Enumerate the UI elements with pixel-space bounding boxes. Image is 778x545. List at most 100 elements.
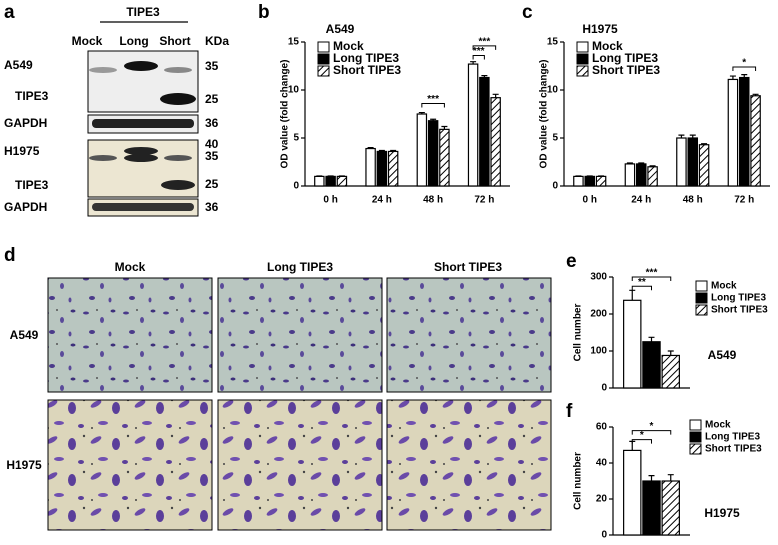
bar	[623, 449, 642, 536]
micrograph	[217, 277, 383, 393]
error-bar	[626, 162, 633, 164]
x-tick-label: 72 h	[474, 195, 494, 206]
y-tick-label: 0	[293, 181, 299, 192]
error-bar	[481, 75, 488, 78]
significance-bracket	[631, 285, 652, 291]
bar	[647, 166, 658, 187]
unit-label: KDa	[205, 34, 229, 48]
significance-bracket	[472, 45, 497, 50]
legend-swatch	[695, 280, 708, 292]
column-label: Short TIPE3	[434, 260, 502, 274]
error-bar	[638, 162, 645, 164]
bar	[738, 76, 750, 187]
protein-label: TIPE3	[15, 178, 49, 192]
y-axis-label: Cell number	[573, 304, 584, 362]
legend-swatch	[689, 443, 702, 455]
y-axis-label: Cell number	[573, 452, 584, 510]
y-tick-label: 20	[596, 494, 608, 505]
bar	[573, 175, 584, 187]
band	[92, 203, 194, 211]
significance-label: ***	[646, 268, 658, 279]
cell-label: A549	[4, 58, 33, 72]
micrograph	[47, 399, 213, 531]
significance-label: **	[638, 277, 646, 288]
image-panel: d Mock Long TIPE3 Short TIPE3 A549 H1975	[4, 245, 552, 531]
legend-label: Mock	[592, 39, 623, 53]
bar	[427, 120, 439, 187]
chart-title: H1975	[704, 506, 740, 520]
bar	[439, 128, 450, 187]
band	[124, 154, 158, 162]
legend-label: Short TIPE3	[705, 444, 762, 455]
bar	[698, 144, 710, 187]
error-bar	[701, 143, 708, 145]
y-axis-label: OD value (fold change)	[539, 60, 550, 169]
legend-label: Long TIPE3	[705, 432, 760, 443]
chart-title: H1975	[582, 22, 618, 36]
row-label: A549	[10, 328, 39, 342]
group-label: TIPE3	[126, 5, 160, 19]
x-tick-label: 24 h	[372, 195, 392, 206]
band	[160, 93, 196, 105]
y-tick-label: 300	[590, 272, 607, 283]
bar	[676, 137, 687, 187]
cell-label: H1975	[4, 144, 40, 158]
panel-letter: d	[4, 245, 16, 266]
micrograph	[386, 399, 552, 531]
significance-bracket	[472, 54, 485, 60]
legend-swatch	[695, 304, 708, 316]
protein-label: GAPDH	[4, 116, 47, 130]
micrograph	[47, 277, 213, 393]
bar	[365, 147, 376, 187]
y-axis-label: OD value (fold change)	[280, 60, 291, 169]
error-bar	[470, 61, 477, 65]
blot-panel: a TIPE3 Mock Long Short KDa A549 TIPE3 G…	[4, 2, 229, 217]
micrograph	[386, 277, 552, 393]
bar	[416, 113, 428, 187]
significance-label: ***	[479, 36, 491, 47]
bar	[595, 175, 607, 187]
band	[161, 180, 195, 190]
error-bar	[648, 475, 655, 481]
marker: 36	[205, 116, 219, 130]
legend-swatch	[317, 65, 330, 77]
bar	[336, 175, 348, 187]
error-bar	[430, 118, 437, 121]
bar	[661, 354, 680, 389]
marker: 40	[205, 137, 219, 151]
bar	[314, 175, 325, 187]
legend-swatch	[576, 65, 589, 77]
error-bar	[729, 75, 736, 80]
legend-label: Mock	[333, 39, 364, 53]
bar	[376, 150, 388, 187]
bar	[750, 95, 761, 187]
panel-letter: f	[566, 401, 573, 422]
error-bar	[648, 336, 655, 342]
bar	[642, 341, 661, 389]
significance-label: *	[640, 430, 644, 441]
error-bar	[667, 350, 674, 356]
bar	[687, 137, 699, 187]
band	[89, 155, 117, 161]
y-tick-label: 0	[601, 530, 607, 541]
lane-label: Long	[119, 34, 148, 48]
bar	[490, 97, 501, 187]
bar	[325, 175, 336, 187]
error-bar	[649, 165, 656, 167]
column-label: Long TIPE3	[267, 260, 333, 274]
protein-label: TIPE3	[15, 89, 49, 103]
significance-label: *	[742, 58, 746, 69]
band	[164, 67, 192, 73]
bar	[584, 175, 596, 187]
column-label: Mock	[115, 260, 146, 274]
significance-bracket	[732, 66, 757, 71]
bar	[467, 63, 479, 187]
row-label: H1975	[6, 458, 42, 472]
error-bar	[741, 74, 748, 78]
legend-label: Mock	[705, 420, 731, 431]
lane-label: Short	[159, 34, 190, 48]
chart-title: A549	[326, 22, 355, 36]
legend-swatch	[689, 419, 702, 431]
significance-bracket	[631, 430, 672, 435]
marker: 35	[205, 149, 219, 163]
